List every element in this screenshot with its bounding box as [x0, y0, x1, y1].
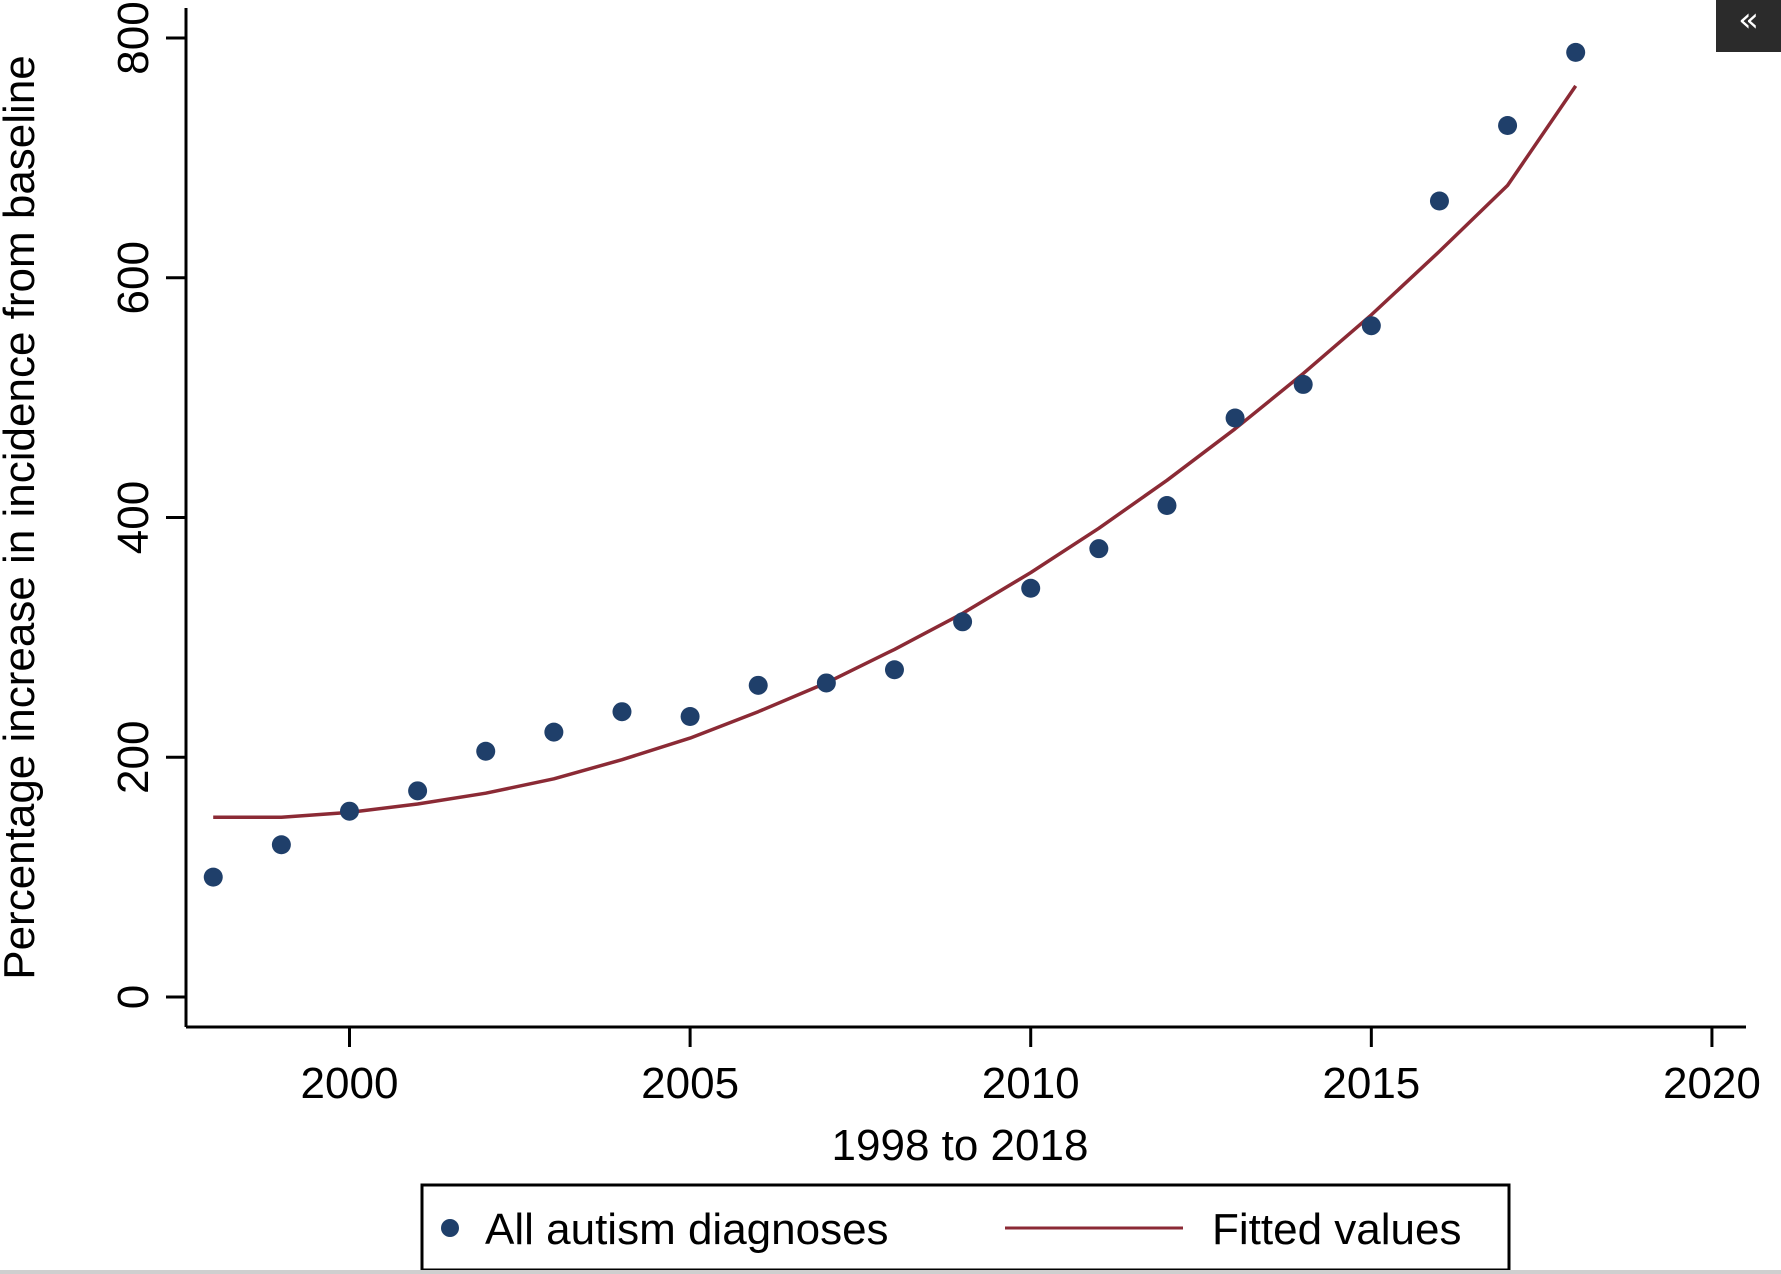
y-axis-ticks: 0 200 400 600 800 — [109, 1, 186, 1009]
data-point — [1361, 316, 1381, 336]
fitted-line-series — [213, 84, 1578, 819]
y-axis-title: Percentage increase in incidence from ba… — [0, 55, 44, 980]
data-point — [203, 867, 223, 887]
data-point — [271, 835, 291, 855]
x-axis-title: 1998 to 2018 — [832, 1121, 1089, 1170]
double-chevron-left-icon: « — [1738, 0, 1759, 40]
fitted-values-line — [213, 84, 1578, 819]
data-point — [1225, 408, 1245, 428]
data-point — [408, 781, 428, 801]
y-tick-label: 800 — [109, 1, 158, 74]
data-point — [816, 673, 836, 693]
data-point — [1429, 191, 1449, 211]
data-point — [544, 722, 564, 742]
data-point — [1157, 496, 1177, 516]
scatter-series — [203, 42, 1586, 887]
collapse-panel-button[interactable]: « — [1716, 0, 1781, 52]
data-point — [612, 702, 632, 722]
data-point — [748, 675, 768, 695]
data-point — [1089, 539, 1109, 559]
x-tick-label: 2005 — [641, 1059, 739, 1108]
data-point — [680, 707, 700, 727]
data-point — [953, 612, 973, 632]
x-tick-label: 2000 — [301, 1059, 399, 1108]
bottom-border — [0, 1270, 1781, 1274]
data-point — [1293, 374, 1313, 394]
legend: All autism diagnoses Fitted values — [420, 1183, 1511, 1272]
legend-label-all-autism-diagnoses: All autism diagnoses — [485, 1205, 889, 1254]
x-tick-label: 2015 — [1322, 1059, 1420, 1108]
y-tick-label: 400 — [109, 481, 158, 554]
legend-box — [420, 1183, 1511, 1272]
data-point — [1498, 115, 1518, 135]
legend-marker-all-autism-diagnoses — [441, 1219, 459, 1237]
x-tick-label: 2020 — [1663, 1059, 1761, 1108]
data-point — [476, 741, 496, 761]
x-tick-label: 2010 — [982, 1059, 1080, 1108]
y-tick-label: 0 — [109, 985, 158, 1009]
data-point — [884, 660, 904, 680]
y-tick-label: 600 — [109, 241, 158, 314]
data-point — [339, 801, 359, 821]
axes — [184, 8, 1746, 1029]
data-point — [1566, 42, 1586, 62]
y-tick-label: 200 — [109, 721, 158, 794]
legend-label-fitted-values: Fitted values — [1212, 1205, 1461, 1254]
data-point — [1021, 578, 1041, 598]
x-axis-ticks: 2000 2005 2010 2015 2020 — [301, 1027, 1761, 1108]
